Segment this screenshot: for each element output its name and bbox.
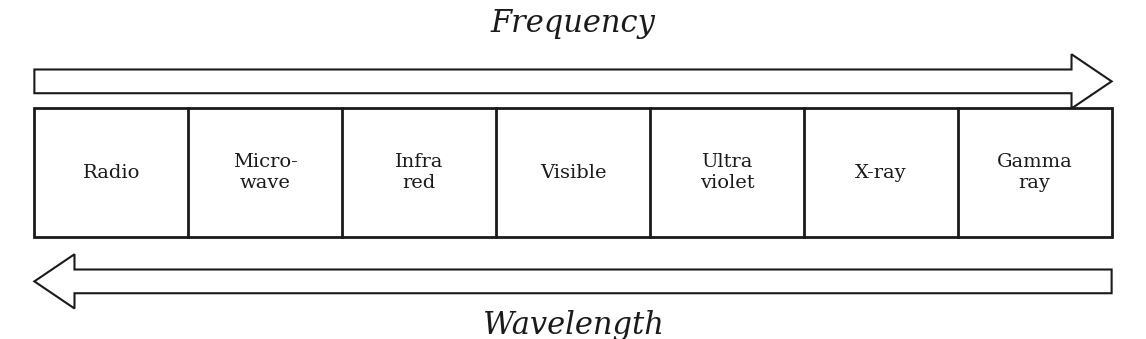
Text: Gamma
ray: Gamma ray (997, 154, 1073, 192)
Bar (34, 108, 1112, 237)
Text: Micro-
wave: Micro- wave (233, 154, 298, 192)
Text: Visible: Visible (540, 164, 606, 182)
Text: Radio: Radio (83, 164, 140, 182)
Text: Wavelength: Wavelength (482, 310, 664, 339)
Text: Infra
red: Infra red (395, 154, 444, 192)
Polygon shape (34, 54, 1112, 108)
Text: Frequency: Frequency (490, 8, 656, 39)
Text: X-ray: X-ray (855, 164, 906, 182)
Polygon shape (34, 254, 1112, 308)
Text: Ultra
violet: Ultra violet (699, 154, 754, 192)
